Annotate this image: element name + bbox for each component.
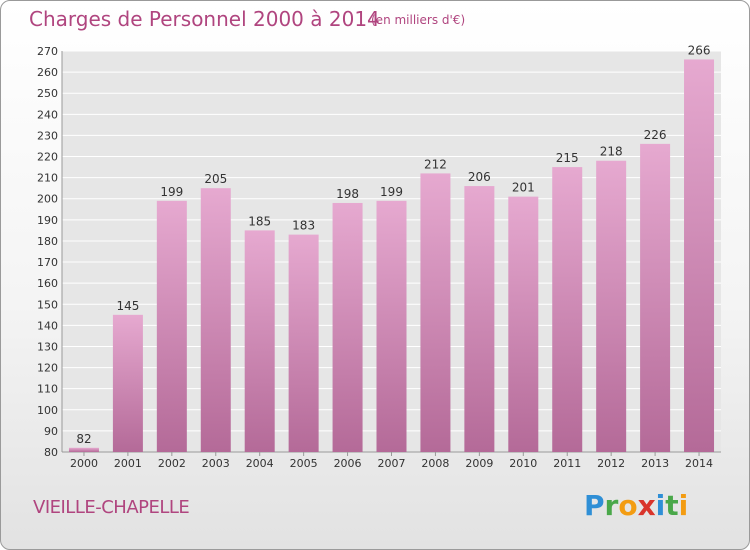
x-tick-label: 2003 [202, 457, 230, 470]
chart-subtitle: (en milliers d'€) [371, 13, 466, 27]
commune-name: VIEILLE-CHAPELLE [33, 497, 190, 518]
logo-letter: i [655, 489, 666, 522]
bar-2003 [200, 188, 231, 452]
y-tick-label: 210 [37, 172, 58, 185]
logo-letter: o [618, 489, 638, 522]
logo-letter: i [678, 489, 689, 522]
x-tick-label: 2012 [597, 457, 625, 470]
x-tick-label: 2000 [70, 457, 98, 470]
y-tick-label: 110 [37, 383, 58, 396]
y-tick-label: 180 [37, 235, 58, 248]
data-label: 218 [600, 145, 623, 159]
data-label: 82 [76, 432, 91, 446]
bar-2011 [552, 167, 583, 452]
data-label: 205 [204, 172, 227, 186]
bar-2006 [332, 202, 363, 452]
bar-2010 [508, 196, 539, 452]
data-label: 215 [556, 151, 579, 165]
x-tick-label: 2004 [246, 457, 274, 470]
x-tick-label: 2005 [290, 457, 318, 470]
y-tick-label: 260 [37, 66, 58, 79]
bar-2000 [68, 447, 99, 452]
x-tick-label: 2008 [421, 457, 449, 470]
logo-letter: t [665, 489, 679, 522]
y-tick-label: 230 [37, 129, 58, 142]
y-tick-label: 90 [44, 425, 58, 438]
x-tick-label: 2006 [334, 457, 362, 470]
logo-letter: r [604, 489, 619, 522]
y-tick-label: 160 [37, 277, 58, 290]
bar-2007 [376, 200, 407, 452]
data-label: 266 [688, 43, 711, 57]
logo-letter: x [637, 489, 656, 522]
y-tick-label: 240 [37, 108, 58, 121]
data-label: 183 [292, 219, 315, 233]
data-label: 201 [512, 181, 535, 195]
bar-2009 [464, 186, 495, 453]
bar-2013 [640, 143, 671, 452]
y-tick-label: 220 [37, 151, 58, 164]
proxiti-logo: Proxiti [584, 489, 688, 522]
logo-letter: P [584, 489, 605, 522]
x-tick-label: 2011 [553, 457, 581, 470]
data-label: 185 [248, 214, 271, 228]
y-tick-label: 150 [37, 298, 58, 311]
data-label: 226 [644, 128, 667, 142]
y-tick-label: 170 [37, 256, 58, 269]
y-tick-label: 200 [37, 193, 58, 206]
x-tick-label: 2010 [509, 457, 537, 470]
bar-2002 [156, 200, 187, 452]
data-label: 212 [424, 157, 447, 171]
bar-2008 [420, 173, 451, 452]
y-tick-label: 130 [37, 340, 58, 353]
data-label: 199 [160, 185, 183, 199]
data-label: 199 [380, 185, 403, 199]
data-label: 198 [336, 187, 359, 201]
x-tick-label: 2002 [158, 457, 186, 470]
bar-2001 [112, 314, 143, 452]
data-label: 145 [116, 299, 139, 313]
x-tick-label: 2009 [465, 457, 493, 470]
y-tick-label: 80 [44, 446, 58, 459]
x-tick-label: 2014 [685, 457, 713, 470]
y-tick-label: 140 [37, 319, 58, 332]
x-tick-label: 2001 [114, 457, 142, 470]
y-tick-label: 100 [37, 404, 58, 417]
chart-title: Charges de Personnel 2000 à 2014 [29, 7, 380, 31]
y-tick-label: 120 [37, 362, 58, 375]
bar-2014 [684, 59, 715, 452]
y-tick-label: 250 [37, 87, 58, 100]
bar-2004 [244, 230, 275, 452]
data-label: 206 [468, 170, 491, 184]
bar-2012 [596, 160, 627, 452]
bar-2005 [288, 234, 319, 452]
y-tick-label: 190 [37, 214, 58, 227]
y-tick-label: 270 [37, 45, 58, 58]
x-tick-label: 2013 [641, 457, 669, 470]
x-tick-label: 2007 [378, 457, 406, 470]
